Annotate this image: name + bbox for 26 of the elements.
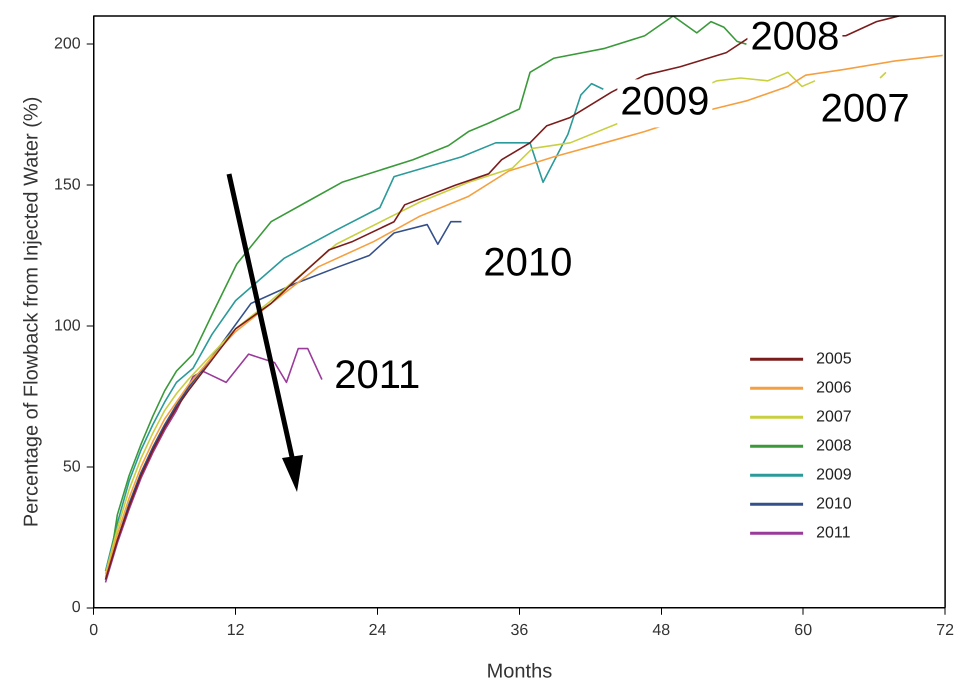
x-tick-label: 48 xyxy=(652,622,670,639)
annotation: 2009 xyxy=(620,79,710,124)
y-tick-label: 100 xyxy=(54,317,81,334)
annotation: 2008 xyxy=(750,14,840,59)
x-tick-label: 24 xyxy=(368,622,386,639)
legend-label: 2008 xyxy=(816,438,852,455)
y-axis-title: Percentage of Flowback from Injected Water (%) xyxy=(20,96,43,528)
y-tick-label: 200 xyxy=(54,36,81,53)
legend-label: 2009 xyxy=(816,466,852,484)
legend-label: 2007 xyxy=(816,408,852,426)
x-tick-label: 72 xyxy=(936,622,954,639)
y-tick-label: 50 xyxy=(62,458,81,476)
annotation: 2007 xyxy=(820,86,910,131)
x-tick-label: 60 xyxy=(794,622,812,639)
y-tick-label: 0 xyxy=(72,599,81,616)
x-tick-label: 36 xyxy=(510,622,528,639)
annotation: 2010 xyxy=(483,240,572,285)
x-axis-title: Months xyxy=(486,660,552,683)
x-tick-label: 12 xyxy=(226,622,245,639)
annotation: 2011 xyxy=(334,353,420,398)
legend-label: 2006 xyxy=(816,380,852,397)
x-tick-label: 0 xyxy=(89,622,98,639)
legend-label: 2005 xyxy=(816,350,852,368)
legend-label: 2010 xyxy=(816,496,852,513)
legend-label: 2011 xyxy=(816,524,851,542)
y-tick-label: 150 xyxy=(54,176,81,194)
